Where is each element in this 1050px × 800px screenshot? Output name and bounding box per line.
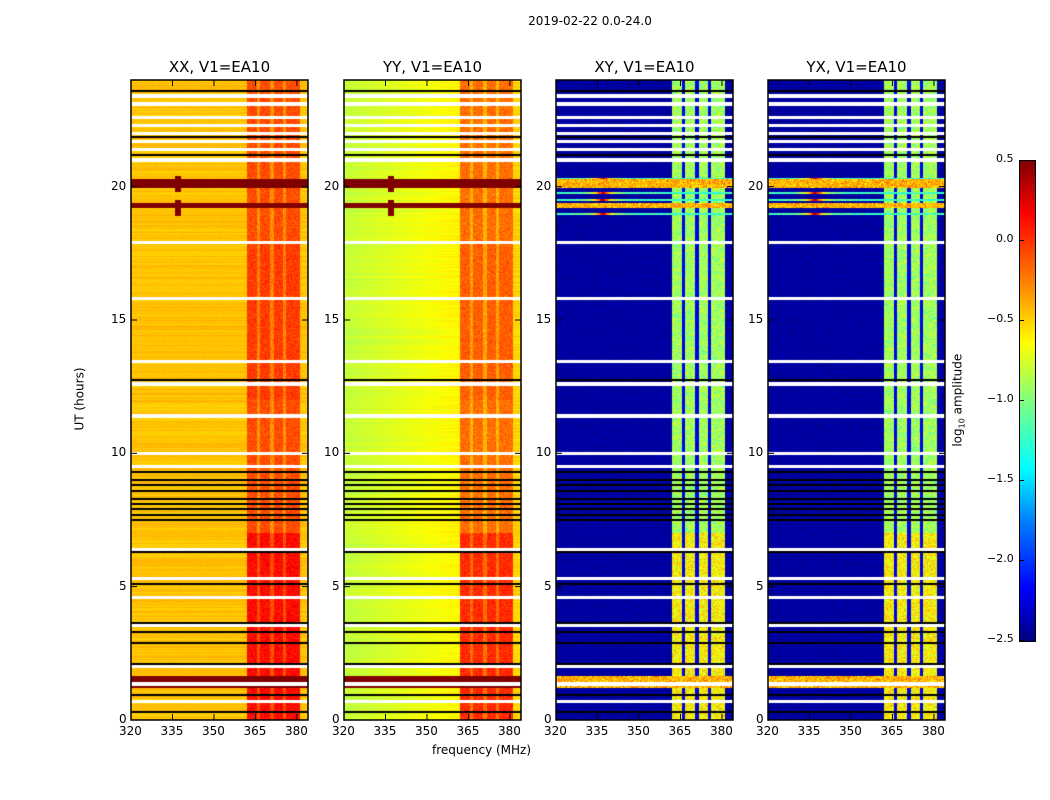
axes-frame	[555, 79, 734, 721]
y-tick-label: 15	[536, 312, 552, 326]
x-tick-label: 365	[456, 724, 480, 738]
heatmap-panel-xy	[555, 79, 734, 721]
x-tick-label: 320	[544, 724, 567, 738]
y-tick-label: 20	[536, 178, 552, 193]
x-tick-label: 380	[284, 724, 308, 738]
y-tick-label: 10	[536, 445, 552, 460]
x-tick-label: 335	[797, 724, 821, 738]
x-tick-label: 365	[243, 724, 267, 738]
heatmap-image-yy	[344, 80, 521, 720]
y-tick-label: 20	[111, 178, 127, 193]
y-tick-label: 10	[111, 445, 127, 460]
colorbar-tick-mark	[1020, 320, 1024, 321]
heatmap-image-yx	[768, 80, 945, 720]
colorbar-tick-label: 0.5	[996, 152, 1014, 165]
heatmap-panel-yy	[343, 79, 522, 721]
colorbar-tick-mark	[1020, 160, 1024, 161]
heatmap-image-xx	[131, 80, 308, 720]
x-tick-label: 320	[756, 724, 779, 738]
y-tick-label: 10	[324, 445, 340, 460]
axes-frame	[343, 79, 522, 721]
panel-title-yy: YY, V1=EA10	[382, 58, 483, 76]
y-tick-label: 5	[544, 578, 552, 593]
colorbar-tick-mark	[1020, 480, 1024, 481]
colorbar-tick-label: −1.0	[987, 392, 1014, 405]
colorbar-tick-label: −2.0	[987, 552, 1014, 565]
panel-title-xx: XX, V1=EA10	[168, 58, 271, 76]
y-tick-label: 0	[119, 712, 127, 726]
colorbar-tick-mark	[1020, 640, 1024, 641]
y-tick-label: 15	[324, 312, 340, 326]
colorbar-tick-mark	[1020, 400, 1024, 401]
y-axis-label: UT (hours)	[72, 367, 87, 431]
axes-frame	[130, 79, 309, 721]
x-tick-label: 350	[626, 724, 650, 738]
y-tick-label: 0	[544, 712, 552, 726]
x-tick-label: 365	[880, 724, 904, 738]
x-tick-label: 380	[497, 724, 521, 738]
x-tick-label: 335	[585, 724, 609, 738]
y-tick-label: 5	[332, 578, 340, 593]
x-tick-label: 365	[668, 724, 692, 738]
colorbar-tick-mark	[1020, 560, 1024, 561]
figure-title: 2019-02-22 0.0-24.0	[528, 14, 652, 28]
x-tick-label: 350	[414, 724, 438, 738]
x-tick-label: 350	[838, 724, 862, 738]
y-tick-label: 5	[756, 578, 764, 593]
colorbar-label: log10 amplitude	[950, 353, 967, 447]
colorbar	[1019, 160, 1036, 642]
axes-frame	[767, 79, 946, 721]
x-tick-label: 335	[160, 724, 184, 738]
y-tick-label: 15	[748, 312, 764, 326]
x-tick-label: 320	[119, 724, 142, 738]
panel-title-xy: XY, V1=EA10	[594, 58, 695, 76]
colorbar-tick-mark	[1020, 240, 1024, 241]
y-tick-label: 0	[756, 712, 764, 726]
colorbar-tick-label: −1.5	[987, 472, 1014, 485]
y-tick-label: 5	[119, 578, 127, 593]
panel-title-yx: YX, V1=EA10	[806, 58, 907, 76]
x-tick-label: 335	[373, 724, 397, 738]
y-tick-label: 20	[324, 178, 340, 193]
x-axis-label: frequency (MHz)	[432, 743, 532, 757]
y-tick-label: 20	[748, 178, 764, 193]
x-tick-label: 320	[332, 724, 355, 738]
y-tick-label: 15	[111, 312, 127, 326]
y-tick-label: 0	[332, 712, 340, 726]
colorbar-tick-label: −2.5	[987, 632, 1014, 645]
heatmap-image-xy	[556, 80, 733, 720]
colorbar-tick-label: 0.0	[996, 232, 1014, 245]
x-tick-label: 350	[201, 724, 225, 738]
heatmap-panel-yx	[767, 79, 946, 721]
x-tick-label: 380	[921, 724, 945, 738]
heatmap-panel-xx	[130, 79, 309, 721]
colorbar-tick-label: −0.5	[987, 312, 1014, 325]
x-tick-label: 380	[709, 724, 733, 738]
y-tick-label: 10	[748, 445, 764, 460]
